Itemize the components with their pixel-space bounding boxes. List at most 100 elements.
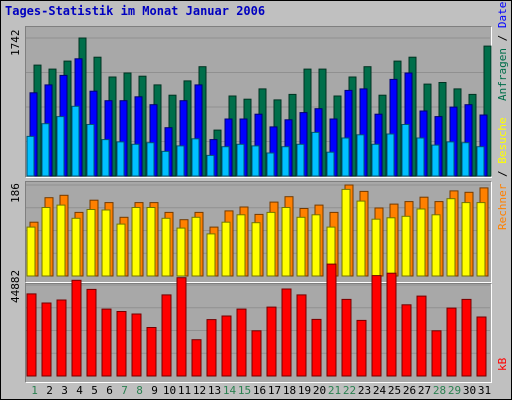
- bar-seiten: [221, 146, 230, 177]
- bar-besuche: [191, 216, 201, 277]
- bar-seiten: [296, 143, 305, 177]
- bar-kb: [356, 319, 367, 377]
- bar-seiten: [371, 143, 380, 177]
- day-label: 12: [193, 384, 206, 397]
- bar-besuche: [386, 217, 396, 277]
- bar-besuche: [101, 209, 111, 277]
- day-label: 18: [283, 384, 296, 397]
- day-label: 17: [268, 384, 281, 397]
- bar-kb: [371, 275, 382, 377]
- y-tick-label: 1742: [9, 30, 22, 57]
- bar-besuche: [431, 214, 441, 277]
- bar-seiten: [206, 154, 215, 177]
- bar-seiten: [326, 151, 335, 177]
- bar-seiten: [386, 133, 395, 177]
- bar-kb: [296, 294, 307, 377]
- bar-seiten: [311, 131, 320, 177]
- bar-seiten: [416, 137, 425, 177]
- bar-kb: [191, 339, 202, 377]
- day-label: 29: [448, 384, 461, 397]
- bar-besuche: [236, 214, 246, 277]
- day-label: 16: [253, 384, 266, 397]
- bar-seiten: [476, 146, 485, 177]
- bar-kb: [311, 318, 322, 377]
- bar-kb: [326, 263, 337, 377]
- bar-seiten: [41, 123, 50, 177]
- bar-seiten: [236, 143, 245, 177]
- bar-kb: [146, 327, 157, 377]
- bar-seiten: [116, 141, 125, 177]
- day-label: 30: [463, 384, 476, 397]
- bar-seiten: [356, 134, 365, 177]
- bar-besuche: [251, 222, 261, 277]
- bar-seiten: [86, 124, 95, 177]
- bar-seiten: [191, 138, 200, 177]
- y-tick-label: 186: [9, 183, 22, 203]
- bar-kb: [431, 330, 442, 377]
- bar-seiten: [26, 135, 35, 177]
- bar-besuche: [281, 207, 291, 277]
- bar-kb: [161, 294, 172, 377]
- bar-besuche: [131, 207, 141, 277]
- bar-seiten: [71, 105, 80, 177]
- bar-kb: [101, 308, 112, 377]
- day-label: 4: [76, 384, 83, 397]
- bar-besuche: [356, 200, 366, 277]
- day-label: 7: [121, 384, 128, 397]
- bar-besuche: [71, 217, 81, 277]
- bar-seiten: [341, 137, 350, 177]
- bar-besuche: [296, 216, 306, 277]
- bar-kb: [206, 319, 217, 377]
- day-label: 26: [403, 384, 416, 397]
- bar-besuche: [401, 215, 411, 277]
- bar-besuche: [86, 209, 96, 277]
- day-label: 9: [151, 384, 158, 397]
- bar-kb: [131, 313, 142, 377]
- day-label: 19: [298, 384, 311, 397]
- legend-anfragen: Anfragen: [496, 48, 509, 101]
- bar-besuche: [476, 202, 486, 277]
- legend-kb: kB: [496, 357, 509, 371]
- legend-rechner: Rechner: [496, 183, 509, 230]
- y-tick-label: 44882: [9, 270, 22, 303]
- bar-kb: [281, 288, 292, 377]
- bar-besuche: [116, 223, 126, 277]
- bar-seiten: [131, 143, 140, 177]
- legend-besuche: Besuche: [496, 117, 509, 163]
- bar-besuche: [176, 227, 186, 277]
- day-label: 2: [46, 384, 53, 397]
- bar-kb: [41, 302, 52, 377]
- bar-kb: [251, 330, 262, 377]
- bar-kb: [341, 298, 352, 377]
- day-label: 3: [61, 384, 68, 397]
- legend-dateien: Dateien: [496, 1, 509, 28]
- bar-kb: [266, 306, 277, 377]
- day-label: 1: [31, 384, 38, 397]
- bar-kb: [56, 299, 67, 377]
- day-label: 22: [343, 384, 356, 397]
- day-label: 10: [163, 384, 176, 397]
- bar-kb: [386, 272, 397, 377]
- bar-besuche: [206, 233, 216, 277]
- bar-seiten: [446, 141, 455, 177]
- bar-seiten: [161, 150, 170, 177]
- day-label: 20: [313, 384, 326, 397]
- bar-kb: [26, 293, 37, 377]
- series-legend-label: kB: [496, 357, 509, 371]
- bar-besuche: [461, 202, 471, 277]
- chart-title: Tages-Statistik im Monat Januar 2006: [5, 4, 266, 18]
- bar-kb: [116, 311, 127, 377]
- bar-besuche: [26, 226, 36, 277]
- day-label: 14: [223, 384, 237, 397]
- bar-besuche: [371, 218, 381, 277]
- bar-besuche: [56, 204, 66, 277]
- bar-besuche: [416, 208, 426, 277]
- bar-kb: [236, 308, 247, 377]
- bar-besuche: [446, 198, 456, 277]
- bar-besuche: [161, 217, 171, 277]
- bar-besuche: [266, 211, 276, 277]
- bar-seiten: [431, 144, 440, 177]
- bar-besuche: [311, 214, 321, 277]
- day-label: 25: [388, 384, 401, 397]
